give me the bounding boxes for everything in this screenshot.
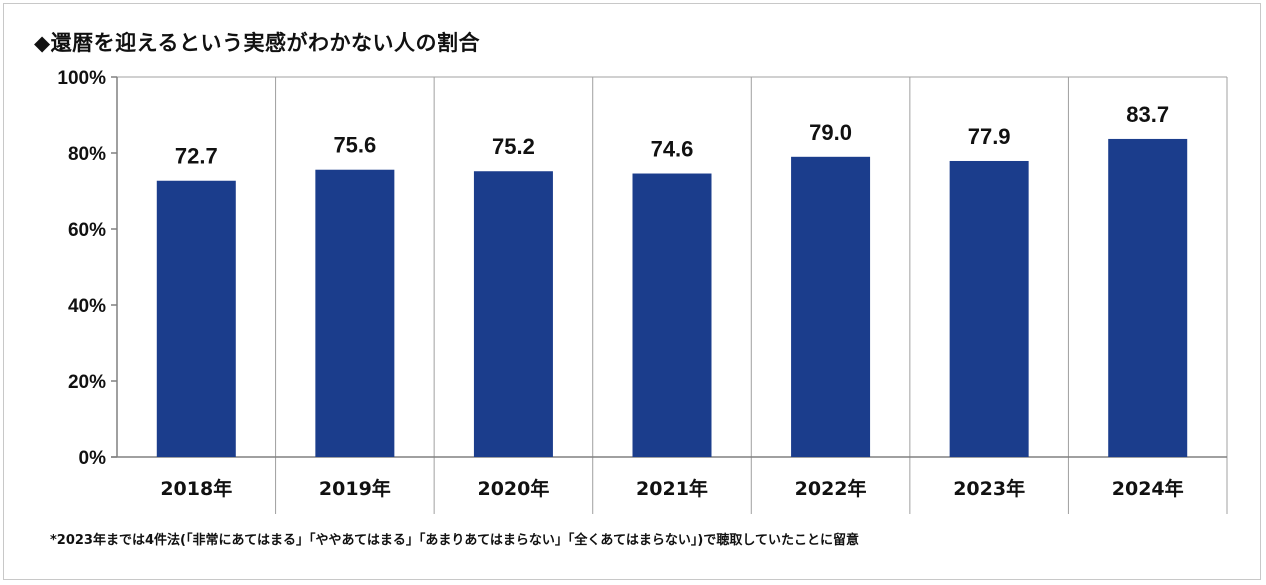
x-tick-label: 2020年 xyxy=(477,477,549,500)
bar xyxy=(156,180,236,458)
x-tick-label: 2023年 xyxy=(953,477,1025,500)
y-tick-label: 40% xyxy=(68,296,106,317)
y-tick-label: 100% xyxy=(57,68,106,89)
bar xyxy=(315,169,395,457)
x-tick-label: 2022年 xyxy=(795,477,867,500)
chart-title: ◆還暦を迎えるという実感がわかない人の割合 xyxy=(34,31,481,55)
x-tick-label: 2019年 xyxy=(319,477,391,500)
data-label: 74.6 xyxy=(651,137,694,162)
data-label: 72.7 xyxy=(175,144,218,169)
y-tick-label: 0% xyxy=(79,448,107,469)
data-label: 77.9 xyxy=(968,124,1011,149)
data-label: 75.2 xyxy=(492,134,535,159)
data-label: 83.7 xyxy=(1126,102,1169,127)
x-tick-label: 2024年 xyxy=(1112,477,1184,500)
x-tick-label: 2018年 xyxy=(160,477,232,500)
data-label: 79.0 xyxy=(809,120,852,145)
bar xyxy=(632,173,712,457)
data-label: 75.6 xyxy=(333,133,376,158)
footnote: *2023年までは4件法(「非常にあてはまる」「ややあてはまる」「あまりあてはま… xyxy=(50,533,859,548)
bar xyxy=(791,156,871,458)
x-tick-label: 2021年 xyxy=(636,477,708,500)
y-tick-label: 20% xyxy=(68,372,106,393)
bar xyxy=(949,160,1029,458)
bar xyxy=(473,171,553,458)
y-tick-label: 80% xyxy=(68,144,106,165)
y-tick-label: 60% xyxy=(68,220,106,241)
bar xyxy=(1108,138,1188,457)
